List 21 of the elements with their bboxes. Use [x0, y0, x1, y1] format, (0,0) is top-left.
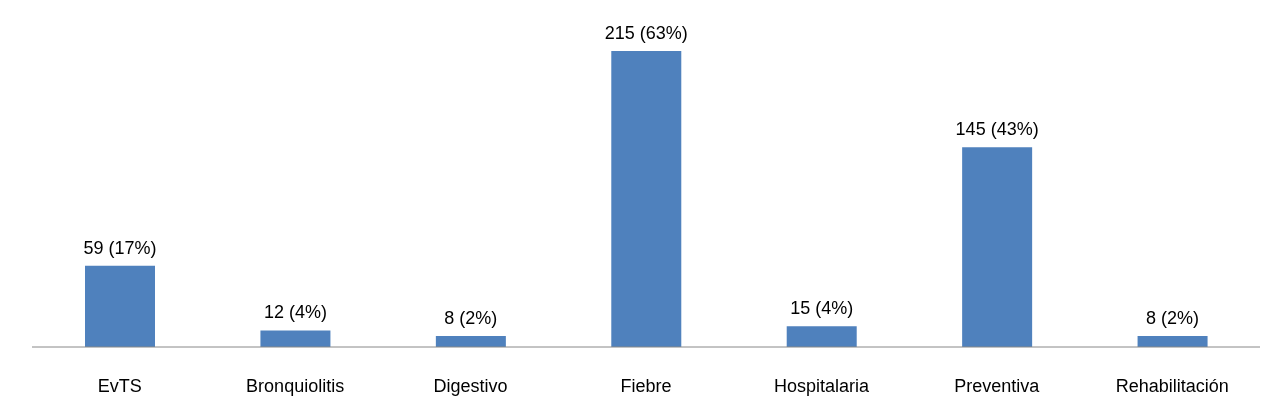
bar [260, 330, 331, 347]
data-label: 8 (2%) [444, 307, 498, 328]
data-label: 8 (2%) [1146, 307, 1200, 328]
x-tick-label: Digestivo [433, 375, 508, 396]
x-tick-label: Hospitalaria [773, 375, 870, 396]
x-tick-label: Rehabilitación [1115, 375, 1229, 396]
x-tick-label: Preventiva [954, 375, 1041, 396]
bar [962, 147, 1033, 347]
bar [786, 326, 857, 347]
bar [435, 335, 506, 347]
x-tick-label: Bronquiolitis [246, 375, 345, 396]
x-tick-label: EvTS [97, 375, 142, 396]
data-label: 15 (4%) [790, 298, 854, 319]
data-label: 12 (4%) [263, 302, 327, 323]
data-label: 145 (43%) [955, 119, 1039, 140]
data-label: 59 (17%) [83, 237, 157, 258]
bar [85, 265, 155, 347]
data-label: 215 (63%) [604, 23, 688, 43]
x-tick-label: Fiebre [620, 375, 672, 396]
bar [611, 51, 682, 347]
bar [1137, 335, 1208, 347]
